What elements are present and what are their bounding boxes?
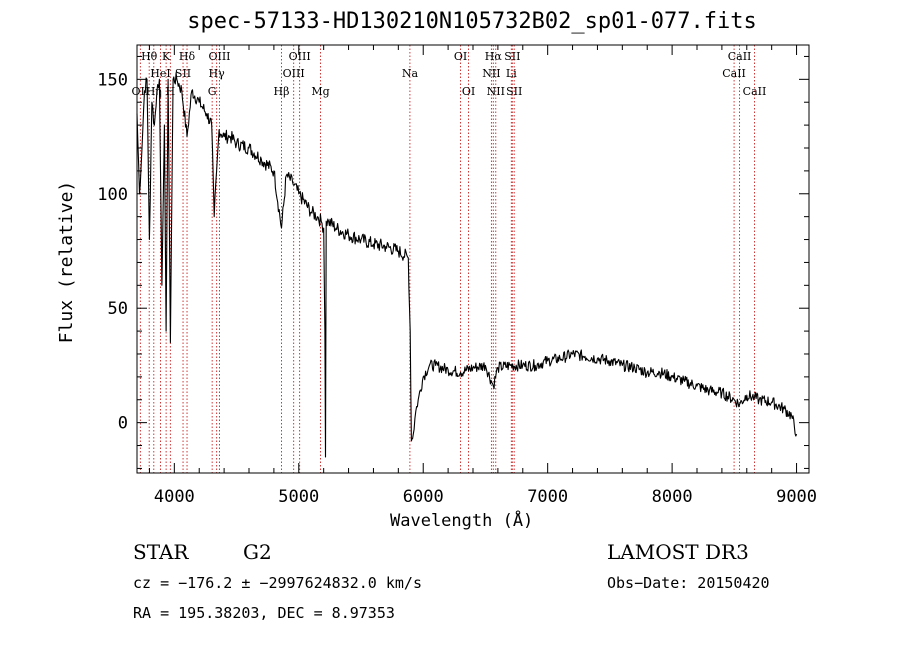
line-label: OI [454, 50, 467, 63]
line-label: HeI [150, 67, 170, 80]
line-markers [139, 45, 755, 473]
line-label: CaII [728, 50, 752, 63]
line-label: CaII [722, 67, 746, 80]
object-type: STAR [133, 540, 189, 564]
object-subclass: G2 [243, 540, 272, 564]
redshift-text: cz = −176.2 ± −2997624832.0 km/s [133, 574, 422, 592]
line-label: Mg [311, 85, 329, 98]
x-tick-label: 4000 [154, 487, 195, 507]
line-label: CaII [743, 85, 767, 98]
y-tick-label: 50 [108, 299, 128, 319]
x-tick-label: 5000 [278, 487, 319, 507]
line-label: H [166, 85, 176, 98]
line-label: Hδ [179, 50, 196, 63]
line-label: Hη [146, 85, 162, 98]
line-label: SII [175, 67, 191, 80]
line-label: Hθ [141, 50, 158, 63]
line-label: Hβ [274, 85, 290, 98]
line-label: OIII [208, 50, 230, 63]
x-axis-ticks: 4000 5000 6000 7000 8000 9000 [148, 45, 817, 507]
y-axis-label: Flux (relative) [56, 181, 77, 344]
line-label: Hγ [209, 67, 226, 80]
line-label: NII [487, 85, 505, 98]
line-label: OIII [289, 50, 311, 63]
x-axis-label: Wavelength (Å) [390, 511, 534, 531]
line-label: SII [506, 85, 522, 98]
spectrum-line [136, 72, 798, 458]
line-label: OI [462, 85, 475, 98]
line-label: Li [506, 67, 517, 80]
line-label: G [208, 85, 217, 98]
line-label: SII [504, 50, 520, 63]
line-label: Hα [485, 50, 503, 63]
line-label: K [162, 50, 171, 63]
plot-frame [136, 44, 810, 474]
y-axis-ticks: 0 50 100 150 [97, 55, 809, 469]
y-tick-label: 100 [97, 185, 128, 205]
x-tick-label: 9000 [776, 487, 817, 507]
x-tick-label: 6000 [403, 487, 444, 507]
line-label: OIII [283, 67, 305, 80]
y-tick-label: 0 [118, 414, 128, 434]
x-tick-label: 7000 [527, 487, 568, 507]
chart-title: spec-57133-HD130210N105732B02_sp01-077.f… [187, 9, 757, 34]
survey-name: LAMOST DR3 [607, 540, 749, 564]
line-labels: OIIHθHηHeIKHSIIHδGHγOIIIHβOIIIOIIIMgNaOI… [132, 50, 767, 98]
x-tick-label: 8000 [652, 487, 693, 507]
obs-date: Obs−Date: 20150420 [607, 574, 770, 592]
y-tick-label: 150 [97, 70, 128, 90]
coordinates-text: RA = 195.38203, DEC = 8.97353 [133, 604, 395, 622]
line-label: Na [402, 67, 419, 80]
line-label: NII [482, 67, 500, 80]
